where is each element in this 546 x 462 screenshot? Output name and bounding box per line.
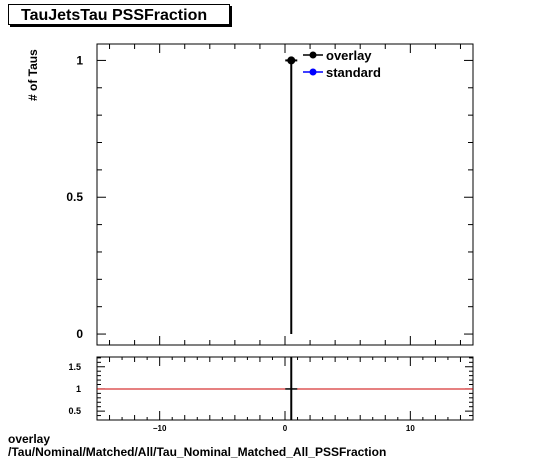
footer-run-label: overlay <box>8 432 51 446</box>
main-series <box>285 56 298 335</box>
ratio-y-tick-label: 1.5 <box>68 362 81 372</box>
main-frame-border <box>96 43 474 346</box>
ratio-y-tick-label: 1 <box>76 384 81 394</box>
ratio-y-axis: 0.5 1 1.5 <box>68 357 473 416</box>
legend-label-overlay: overlay <box>326 48 372 63</box>
y-tick-label: 0.5 <box>66 190 83 204</box>
y-tick-label: 0 <box>76 327 83 341</box>
legend-marker-overlay <box>309 51 317 59</box>
legend-label-standard: standard <box>326 65 381 80</box>
ratio-y-tick-label: 0.5 <box>68 406 81 416</box>
chart-title: TauJetsTau PSSFraction <box>8 4 230 25</box>
y-axis-label: # of Taus <box>26 49 40 101</box>
overlay-point <box>287 56 296 65</box>
ratio-x-tick-label: 0 <box>283 424 288 433</box>
ratio-x-tick-label: −10 <box>153 424 167 433</box>
ratio-x-axis: −10 0 10 <box>109 357 461 433</box>
ratio-series <box>97 357 473 420</box>
main-plot-frame <box>96 43 474 346</box>
legend-marker-standard <box>309 68 317 76</box>
legend: overlay standard <box>303 48 381 80</box>
main-y-axis: 00.51 <box>66 44 473 345</box>
ratio-x-tick-label: 10 <box>406 424 415 433</box>
footer-histogram-path: /Tau/Nominal/Matched/All/Tau_Nominal_Mat… <box>8 445 387 459</box>
y-tick-label: 1 <box>76 53 83 67</box>
